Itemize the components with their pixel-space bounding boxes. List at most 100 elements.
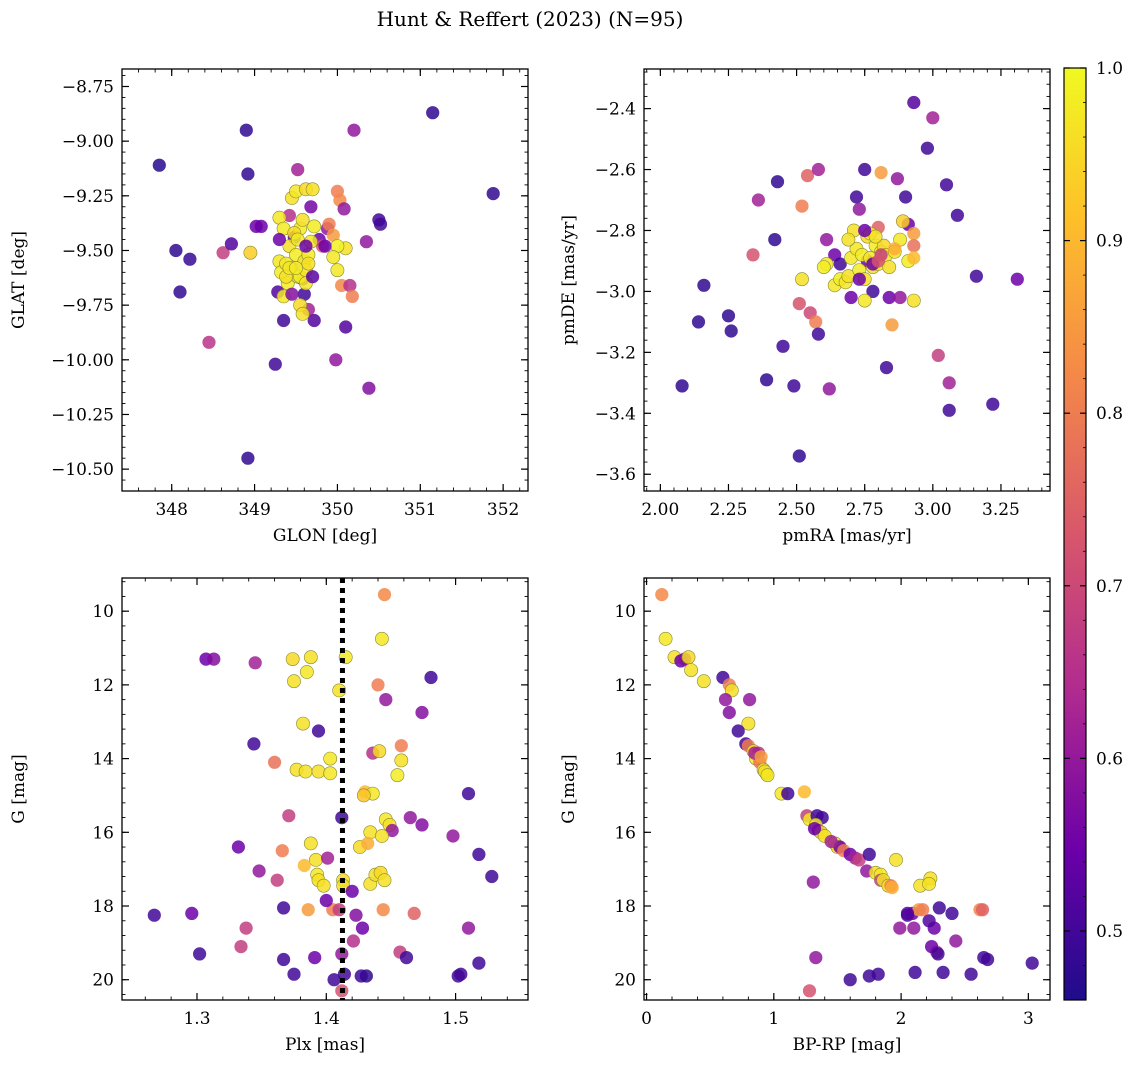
data-point: [296, 716, 310, 731]
axes-frame: [121, 68, 529, 492]
data-point: [874, 166, 888, 180]
data-point: [964, 967, 978, 981]
x-tick-label: 348: [155, 500, 187, 520]
data-point: [751, 193, 766, 207]
data-point: [907, 921, 921, 935]
data-point: [655, 588, 669, 602]
y-tick-label: −9.75: [62, 296, 114, 316]
data-point: [303, 650, 318, 665]
data-point: [760, 768, 775, 783]
data-point: [795, 272, 809, 287]
data-point: [926, 111, 940, 125]
data-point: [298, 764, 313, 779]
data-point: [675, 379, 689, 393]
data-point: [346, 934, 360, 948]
data-point: [807, 822, 822, 836]
data-point: [1010, 272, 1024, 286]
y-tick-label: −3.0: [595, 282, 636, 302]
data-point: [975, 903, 990, 917]
data-point: [277, 313, 291, 328]
y-tick-label: −3.2: [595, 343, 636, 363]
x-tick-label: 2.25: [710, 500, 748, 520]
colorbar-tick-label: 0.7: [1096, 577, 1123, 597]
data-point: [207, 652, 221, 666]
data-point: [359, 969, 373, 983]
y-tick-label: −8.75: [62, 77, 114, 97]
data-point: [152, 158, 166, 172]
data-point: [822, 382, 836, 396]
data-point: [332, 903, 346, 917]
y-tick-label: −10.25: [51, 405, 114, 425]
data-point: [307, 219, 322, 234]
data-point: [797, 785, 812, 799]
data-point: [373, 217, 388, 231]
data-point: [277, 952, 291, 967]
data-point: [741, 716, 756, 731]
data-point: [802, 984, 817, 998]
data-point: [942, 376, 956, 390]
data-point: [461, 921, 476, 935]
data-point: [343, 278, 357, 293]
data-points: [675, 95, 1024, 463]
x-tick-label: 1.5: [442, 1009, 469, 1029]
data-point: [326, 250, 341, 264]
panel-proper-motion-scatter: 2.00 2.25 2.50 2.75 3.00 3.25 −2.4 −2.6 −2.8 −3.0…: [559, 68, 1051, 546]
data-point: [907, 95, 921, 110]
data-point: [297, 858, 311, 873]
data-point: [446, 829, 460, 843]
data-point: [403, 811, 417, 825]
data-point: [424, 670, 438, 685]
data-point: [885, 318, 899, 332]
data-point: [890, 172, 905, 186]
data-point: [355, 921, 370, 935]
data-point: [321, 851, 335, 865]
data-point: [841, 232, 856, 247]
data-point: [806, 875, 820, 889]
data-point: [216, 246, 230, 260]
data-point: [461, 787, 476, 801]
data-point: [1025, 956, 1039, 970]
data-point: [472, 847, 486, 862]
y-tick-label: −9.00: [62, 132, 114, 152]
data-point: [858, 162, 872, 177]
x-tick-label: 352: [487, 500, 519, 520]
data-point: [949, 934, 963, 948]
data-point: [377, 588, 392, 602]
data-point: [907, 226, 921, 241]
data-point: [896, 214, 910, 229]
data-point: [849, 190, 864, 204]
data-point: [485, 869, 499, 884]
data-point: [415, 705, 429, 720]
y-tick-label: 18: [614, 897, 636, 917]
data-point: [936, 965, 950, 980]
data-point: [743, 693, 757, 707]
data-point: [359, 235, 373, 249]
data-point: [768, 233, 782, 247]
data-point: [301, 256, 316, 271]
data-point: [202, 335, 216, 349]
x-axis-label: Plx [mas]: [285, 1035, 365, 1055]
x-axis-label: GLON [deg]: [273, 526, 377, 546]
data-point: [893, 921, 907, 935]
y-tick-label: 14: [92, 750, 114, 770]
data-point: [724, 683, 739, 698]
data-point: [931, 947, 945, 961]
data-point: [893, 290, 907, 305]
data-point: [681, 650, 696, 665]
data-point: [385, 823, 399, 838]
data-point: [697, 278, 711, 292]
data-point: [908, 965, 922, 980]
data-point: [922, 877, 936, 891]
data-point: [809, 951, 823, 965]
y-tick-label: 16: [614, 823, 636, 843]
y-tick-label: 10: [92, 602, 114, 622]
data-point: [394, 739, 408, 753]
y-axis-label: pmDE [mas/yr]: [559, 215, 579, 345]
y-axis-label: GLAT [deg]: [9, 231, 29, 329]
data-point: [239, 123, 253, 137]
data-point: [285, 652, 300, 666]
data-point: [304, 200, 318, 214]
data-point: [932, 901, 946, 915]
data-point: [916, 903, 930, 917]
